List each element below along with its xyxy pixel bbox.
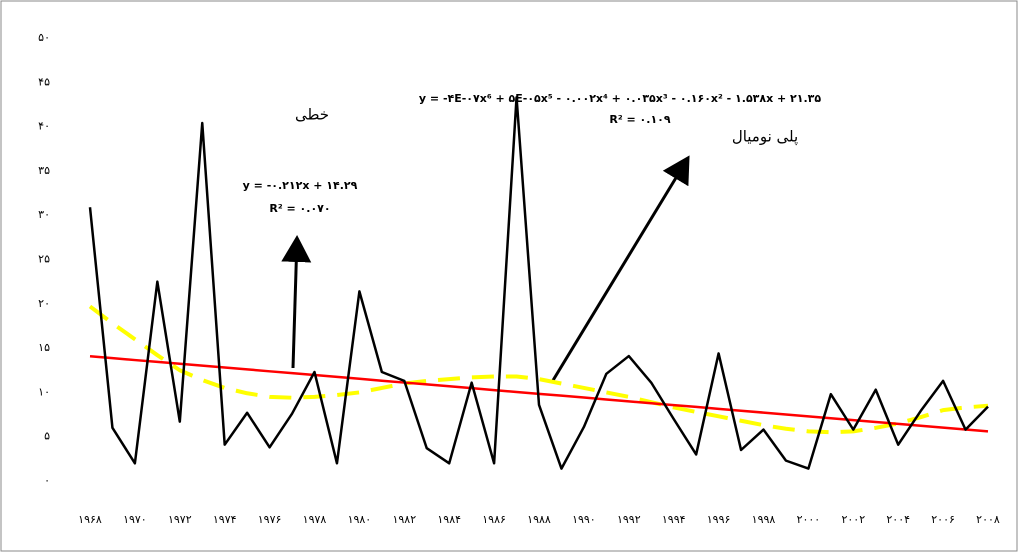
x-tick-label: ۱۹۷۴ [213, 513, 237, 526]
x-tick-label: ۲۰۰۶ [931, 513, 955, 526]
y-tick-label: ۳۵ [38, 164, 50, 177]
annotation: y = -۴E-۰۷x⁶ + ۵E-۰۵x⁵ - ۰.۰۰۲x⁴ + ۰.۰۳۵… [419, 92, 821, 105]
x-tick-label: ۱۹۸۴ [437, 513, 461, 526]
x-tick-label: ۱۹۷۰ [123, 513, 147, 526]
y-tick-label: ۳۰ [38, 208, 50, 221]
arrow [550, 155, 690, 383]
y-tick-label: ۲۵ [38, 253, 50, 266]
x-tick-label: ۱۹۷۸ [303, 513, 327, 526]
series-line [88, 96, 989, 470]
x-tick-label: ۲۰۰۴ [886, 513, 910, 526]
x-tick-label: ۱۹۷۲ [168, 513, 192, 526]
x-tick-label: ۲۰۰۲ [841, 513, 865, 526]
x-tick-label: ۱۹۶۸ [78, 513, 102, 526]
annotation: خطی [295, 106, 329, 124]
x-tick-label: ۱۹۹۲ [617, 513, 641, 526]
y-tick-label: ۴۵ [38, 75, 50, 88]
y-tick-label: ۵۰ [38, 31, 50, 44]
series-line [88, 304, 989, 435]
y-tick-label: ۰ [44, 474, 50, 487]
x-tick-label: ۱۹۹۴ [662, 513, 686, 526]
y-tick-label: ۱۵ [38, 341, 50, 354]
x-tick-label: ۱۹۸۲ [392, 513, 416, 526]
x-tick-label: ۱۹۹۶ [707, 513, 731, 526]
x-tick-label: ۱۹۷۶ [258, 513, 282, 526]
x-tick-label: ۲۰۰۰ [797, 513, 821, 526]
annotation: R² = ۰.۰۷۰ [269, 202, 330, 215]
y-tick-label: ۲۰ [38, 297, 50, 310]
annotation: پلی نومیال [732, 128, 798, 147]
x-tick-label: ۲۰۰۸ [976, 513, 1000, 526]
y-tick-label: ۱۰ [38, 385, 50, 398]
x-tick-label: ۱۹۸۶ [482, 513, 506, 526]
y-tick-label: ۵ [44, 430, 50, 443]
x-tick-label: ۱۹۹۰ [572, 513, 596, 526]
annotation: y = -۰.۲۱۲x + ۱۴.۲۹ [243, 179, 358, 192]
x-tick-label: ۱۹۸۰ [348, 513, 372, 526]
arrow [281, 235, 312, 369]
x-tick-label: ۱۹۸۸ [527, 513, 551, 526]
x-tick-label: ۱۹۹۸ [752, 513, 776, 526]
y-tick-label: ۴۰ [38, 120, 50, 133]
annotation: R² = ۰.۱۰۹ [609, 113, 670, 126]
